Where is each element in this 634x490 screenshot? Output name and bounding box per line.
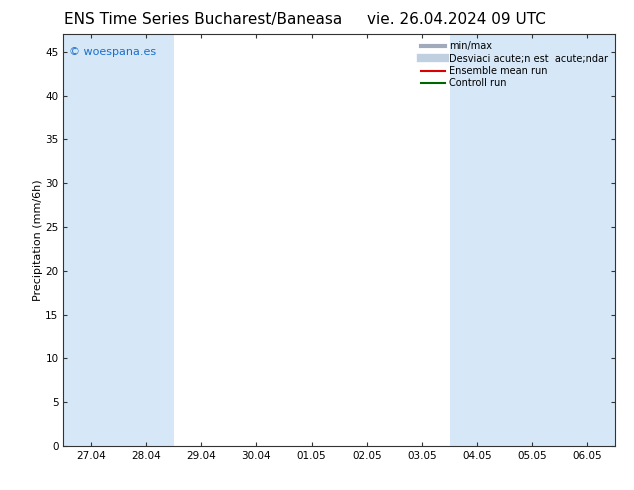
Text: © woespana.es: © woespana.es — [69, 47, 156, 57]
Y-axis label: Precipitation (mm/6h): Precipitation (mm/6h) — [32, 179, 42, 301]
Bar — [63, 34, 174, 446]
Text: vie. 26.04.2024 09 UTC: vie. 26.04.2024 09 UTC — [367, 12, 546, 27]
Bar — [560, 34, 615, 446]
Text: ENS Time Series Bucharest/Baneasa: ENS Time Series Bucharest/Baneasa — [64, 12, 342, 27]
Bar — [450, 34, 560, 446]
Legend: min/max, Desviaci acute;n est  acute;ndar, Ensemble mean run, Controll run: min/max, Desviaci acute;n est acute;ndar… — [419, 39, 610, 90]
